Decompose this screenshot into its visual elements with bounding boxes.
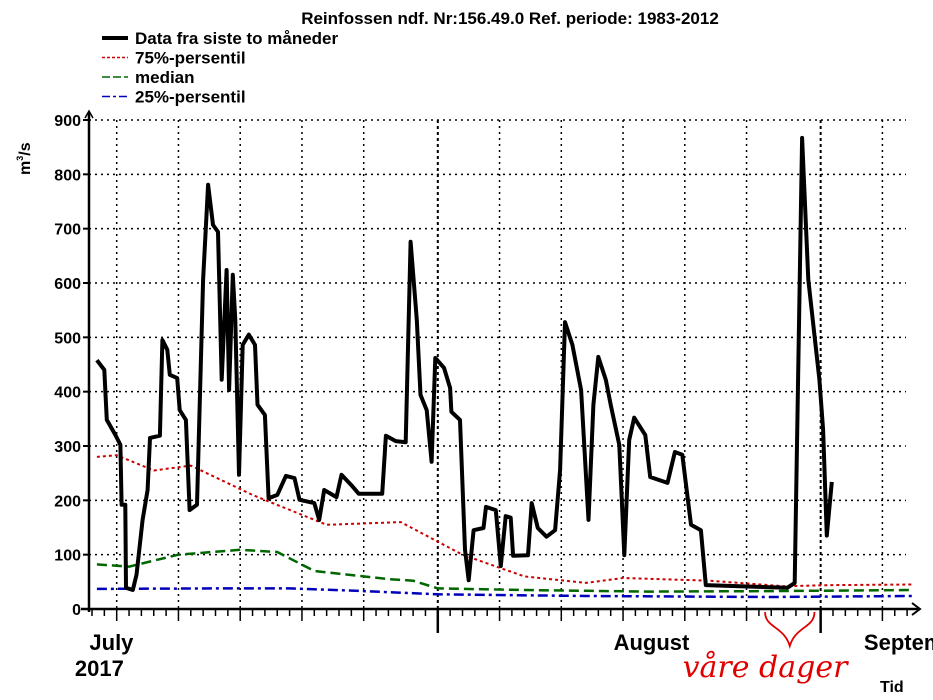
y-tick-label: 400	[54, 385, 81, 402]
grid	[89, 119, 906, 609]
y-axis-label-sup: 3	[15, 156, 25, 161]
y-axis-label-base: m	[17, 161, 34, 175]
y-tick-label: 500	[54, 330, 81, 347]
x-label-month: August	[614, 630, 690, 655]
y-axis-label-tail: /s	[17, 142, 34, 155]
annotation-text: våre dager	[683, 650, 850, 685]
y-tick-label: 700	[54, 222, 81, 239]
legend-label: Data fra siste to måneder	[135, 29, 339, 48]
annotation: våre dager	[683, 611, 850, 685]
series-line-75-persentil	[96, 454, 914, 588]
x-label-year: 2017	[75, 656, 124, 681]
series-line-median	[96, 548, 914, 593]
legend-label: median	[135, 68, 195, 87]
y-tick-label: 100	[54, 548, 81, 565]
y-axis-arrow-icon	[84, 109, 94, 119]
y-tick-label: 800	[54, 167, 81, 184]
series-line-25-persentil	[96, 587, 914, 599]
brace-icon	[764, 611, 816, 650]
legend-label: 25%-persentil	[135, 88, 246, 107]
series-line-data-fra-siste-to-m-neder	[95, 135, 834, 592]
legend: Data fra siste to måneder75%-persentilme…	[102, 29, 339, 107]
y-tick-label: 600	[54, 276, 81, 293]
y-tick-label: 900	[54, 113, 81, 130]
x-label-month: July	[89, 630, 134, 655]
chart-title: Reinfossen ndf. Nr:156.49.0 Ref. periode…	[301, 9, 719, 28]
y-tick-label: 200	[54, 493, 81, 510]
y-tick-label: 0	[72, 602, 81, 619]
x-axis-label: Tid	[880, 679, 904, 696]
y-axis-label: m3/s	[15, 142, 34, 175]
series-group	[95, 135, 914, 599]
x-axis-arrow-icon	[911, 602, 922, 616]
legend-label: 75%-persentil	[135, 49, 246, 68]
y-tick-label: 300	[54, 439, 81, 456]
